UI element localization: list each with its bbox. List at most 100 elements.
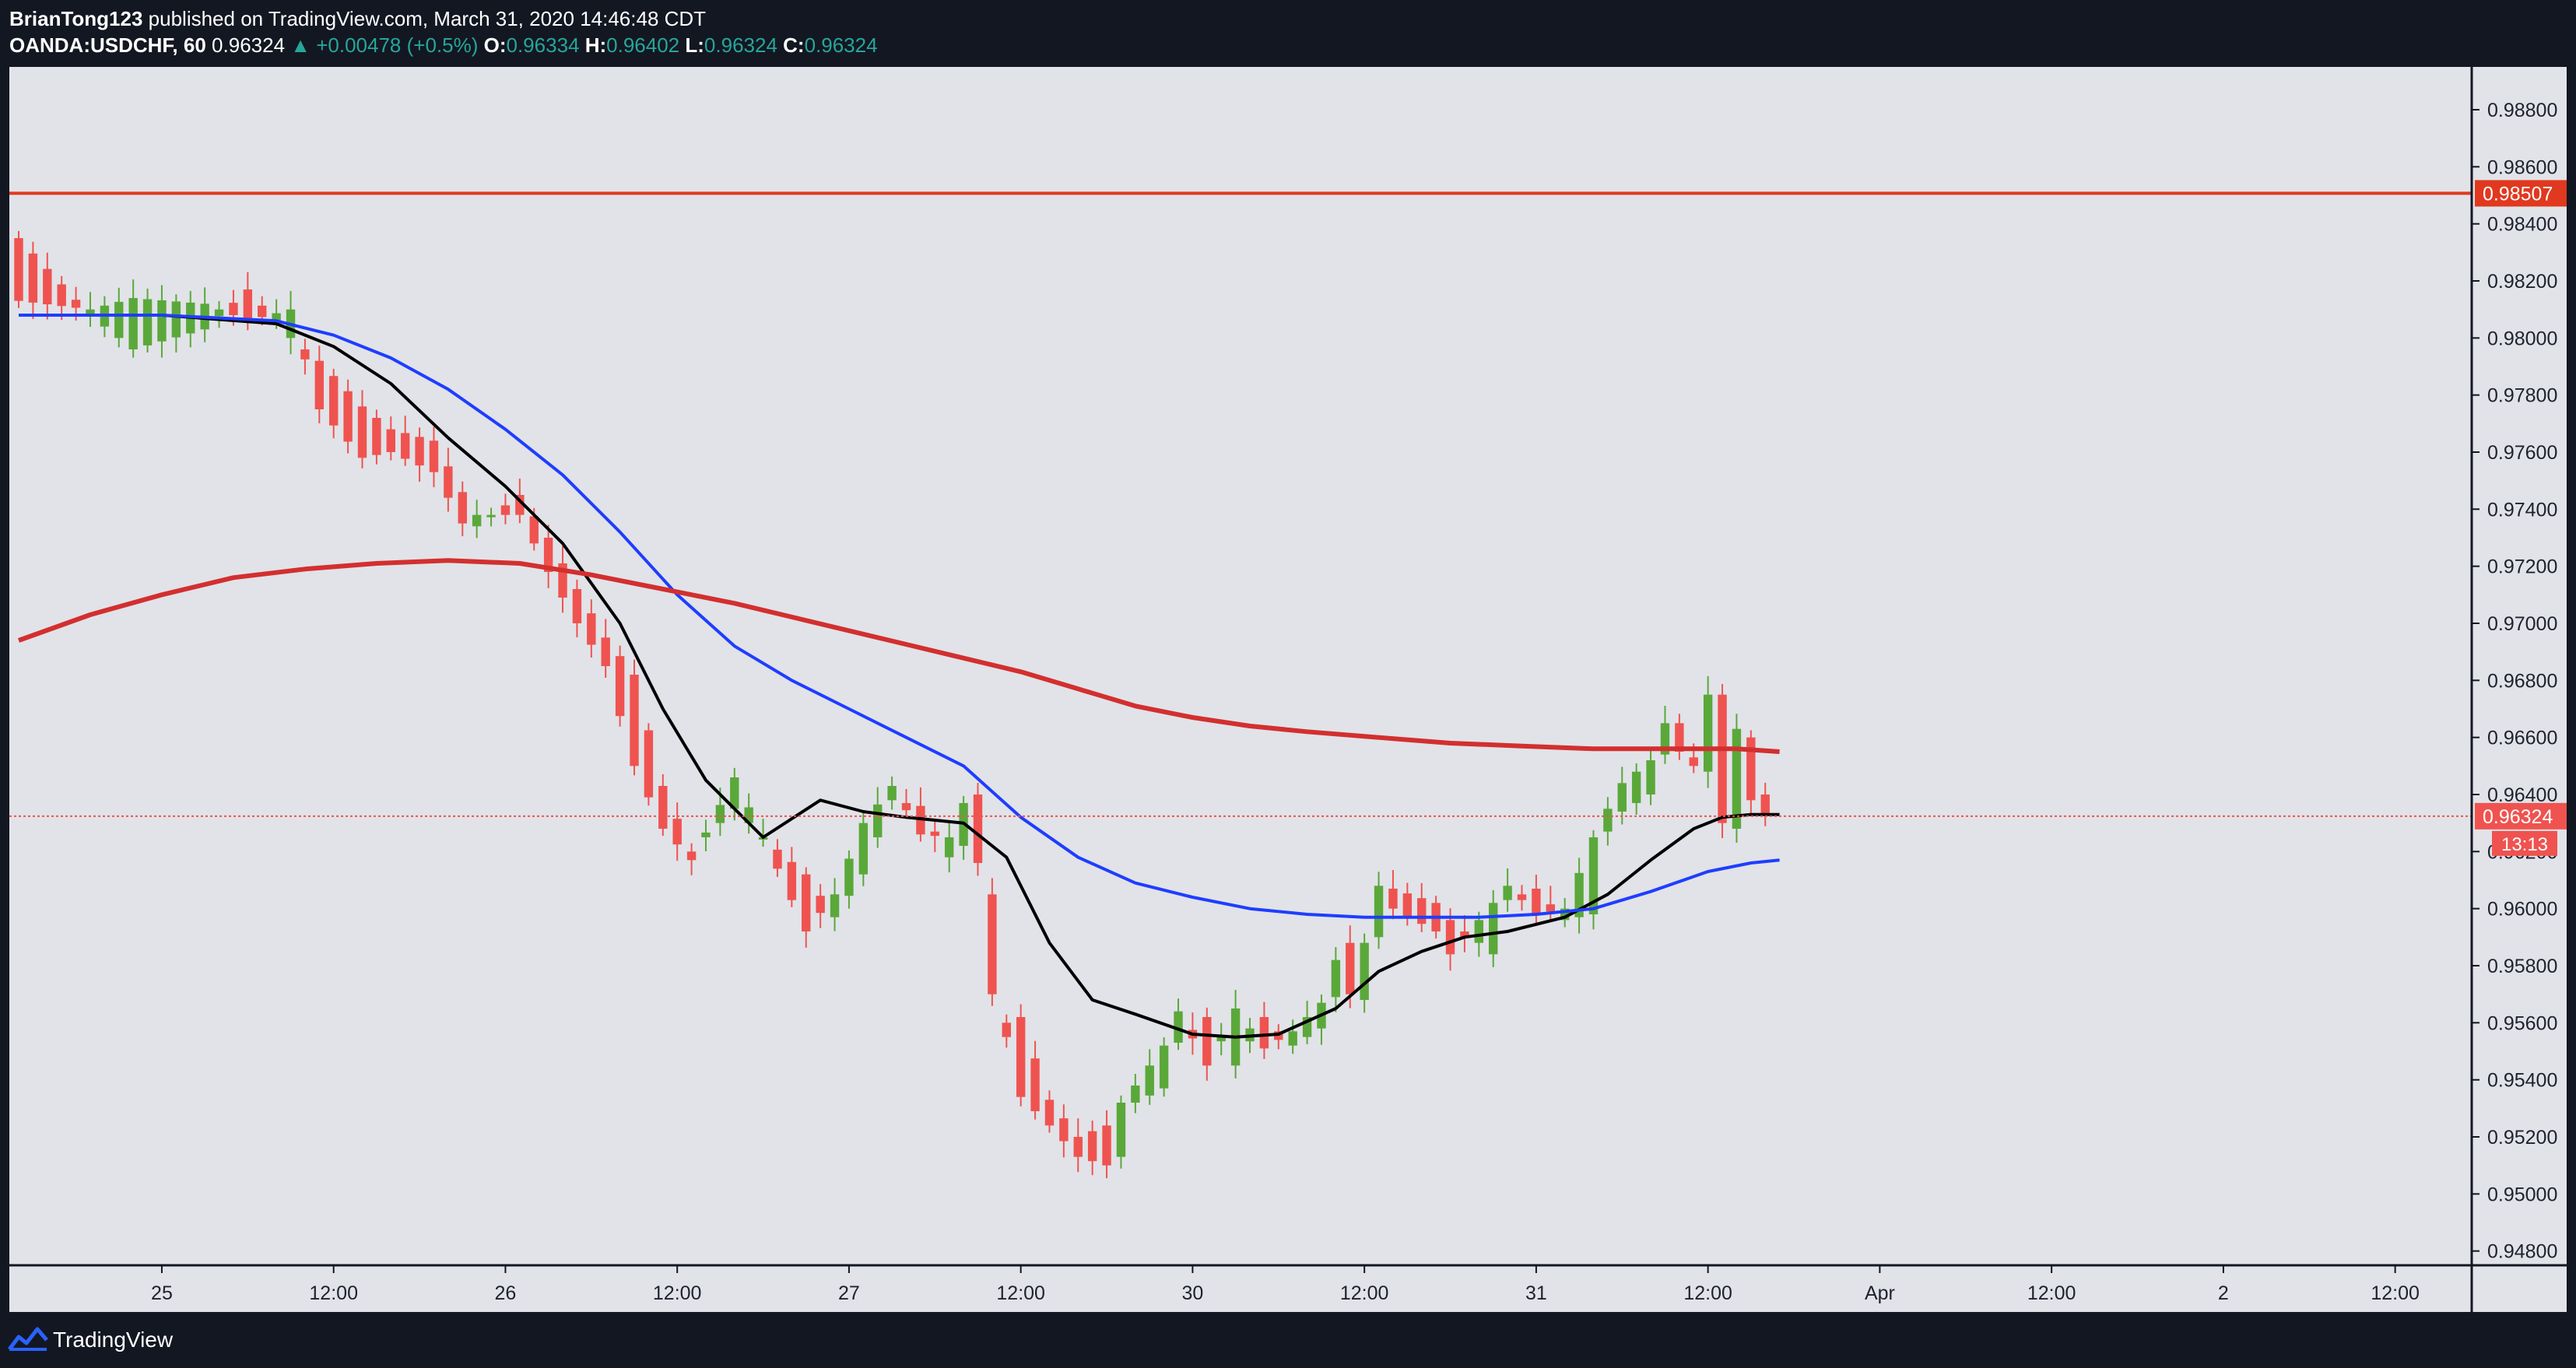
candle [472, 500, 482, 538]
candle [400, 416, 410, 466]
candle [615, 645, 625, 727]
candle [802, 867, 811, 948]
candle [1073, 1118, 1083, 1173]
time-tick-label: Apr [1865, 1282, 1895, 1304]
last-price-badge [2475, 802, 2567, 830]
symbol-legend: OANDA:USDCHF, 60 0.96324 ▲ +0.00478 (+0.… [9, 31, 878, 59]
candle [901, 789, 911, 819]
candle [343, 379, 353, 454]
candle [357, 390, 367, 468]
price-tick-label: 0.97400 [2487, 499, 2557, 521]
tradingview-brand[interactable]: TradingView [53, 1328, 174, 1352]
chart-area[interactable]: 0.98800 0.98600 0.98400 0.98200 0.98000 0.978… [9, 67, 2567, 1312]
price-tick-label: 0.98400 [2487, 214, 2557, 236]
candle [1417, 882, 1427, 932]
candle [328, 369, 339, 439]
candle [601, 619, 610, 679]
close-value: 0.96324 [804, 33, 878, 57]
resistance-price-label: 0.98507 [2483, 183, 2553, 205]
high-value: 0.96402 [606, 33, 680, 57]
time-tick-label: 26 [495, 1282, 517, 1304]
moving-average-line [19, 314, 1780, 919]
publish-info: BrianTong123 published on TradingView.co… [9, 5, 706, 33]
candle [844, 850, 854, 909]
candle [1489, 889, 1498, 967]
candle [1116, 1095, 1126, 1169]
price-tick-label: 0.96000 [2487, 899, 2557, 921]
candle [587, 599, 596, 658]
price-tick-label: 0.95600 [2487, 1012, 2557, 1034]
candle [1159, 1037, 1169, 1097]
time-tick-label: 12:00 [2371, 1282, 2420, 1304]
price-tick-label: 0.95000 [2487, 1184, 2557, 1205]
candle [1360, 933, 1369, 1013]
candle [1202, 1007, 1212, 1081]
candle [744, 793, 753, 834]
candle [1059, 1104, 1069, 1158]
price-tick-label: 0.97200 [2487, 556, 2557, 578]
candle [1660, 705, 1670, 764]
price-tick-label: 0.96800 [2487, 670, 2557, 692]
high-label: H: [584, 33, 607, 57]
time-tick-label: 31 [1525, 1282, 1547, 1304]
price-tick-label: 0.97600 [2487, 442, 2557, 464]
price-tick-label: 0.97800 [2487, 385, 2557, 407]
candle [1703, 675, 1713, 788]
candle [314, 346, 325, 423]
price-tick-label: 0.95200 [2487, 1127, 2557, 1149]
candle [1331, 947, 1341, 1012]
price-tick-label: 0.98600 [2487, 156, 2557, 178]
candle [1460, 915, 1469, 952]
time-tick-label: 12:00 [996, 1282, 1045, 1304]
moving-averages-layer [17, 314, 1780, 1039]
chart-background [9, 67, 2567, 1312]
candle [1517, 885, 1527, 911]
candle [1617, 766, 1627, 825]
candle [730, 767, 739, 821]
time-tick-label: 12:00 [2027, 1282, 2076, 1304]
candle [1588, 830, 1599, 930]
price-tick-label: 0.94800 [2487, 1241, 2557, 1263]
author-name[interactable]: BrianTong123 [9, 7, 143, 30]
candle [1574, 858, 1584, 934]
time-tick-label: 12:00 [1683, 1282, 1732, 1304]
time-axis[interactable]: 25 12:00 26 12:00 27 12:00 30 12:00 31 12:00 Apr 12… [151, 1265, 2420, 1304]
candle [1718, 684, 1727, 839]
candles-layer [14, 230, 1770, 1179]
candle [458, 481, 467, 537]
low-value: 0.96324 [704, 33, 777, 57]
candle [816, 884, 825, 928]
tradingview-logo-icon[interactable] [8, 1326, 48, 1352]
published-text: published on TradingView.com, March 31, … [142, 7, 707, 30]
candle [128, 279, 138, 358]
candle [1503, 868, 1512, 912]
symbol-name[interactable]: OANDA:USDCHF, 60 [9, 33, 206, 57]
candle [214, 301, 224, 328]
candle [114, 287, 124, 348]
time-tick-label: 12:00 [1340, 1282, 1389, 1304]
candle [773, 839, 782, 877]
resistance-price-badge [2475, 180, 2567, 207]
price-tick-label: 0.98800 [2487, 100, 2557, 121]
overlay-layer [9, 191, 2472, 817]
price-tick-label: 0.95400 [2487, 1070, 2557, 1092]
price-tick-label: 0.98200 [2487, 271, 2557, 293]
candle [1732, 714, 1742, 843]
candle [14, 230, 23, 308]
candle [500, 493, 511, 524]
candle [444, 447, 453, 512]
time-tick-label: 12:00 [653, 1282, 702, 1304]
candle [787, 847, 797, 907]
candle [572, 579, 582, 637]
price-chart[interactable]: 0.98800 0.98600 0.98400 0.98200 0.98000 0.978… [9, 67, 2567, 1312]
candle [630, 659, 639, 776]
candle [1288, 1019, 1297, 1054]
time-tick-label: 25 [151, 1282, 173, 1304]
candle [830, 878, 840, 931]
last-price-label: 0.96324 [2483, 806, 2553, 828]
candle [1259, 1001, 1269, 1059]
candle [1174, 998, 1183, 1051]
candle [1030, 1040, 1040, 1120]
price-tick-label: 0.95800 [2487, 956, 2557, 977]
candle [873, 787, 883, 848]
